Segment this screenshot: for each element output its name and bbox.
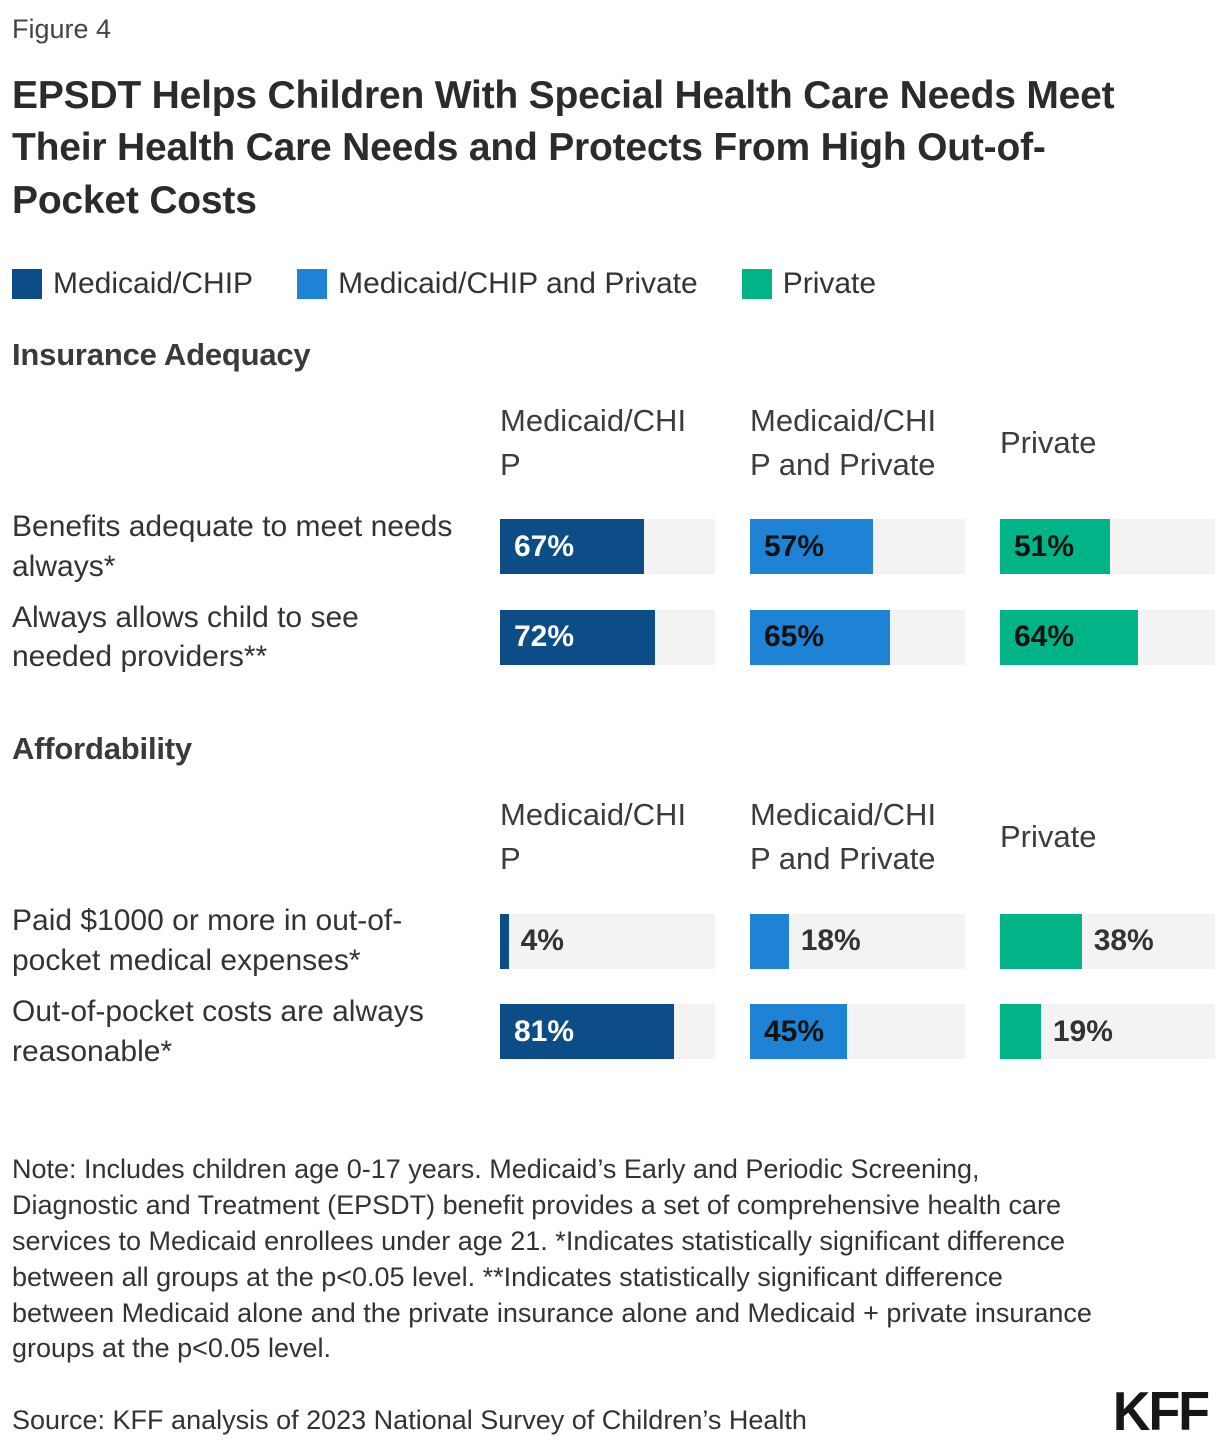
bar-track: 18% — [750, 913, 965, 969]
column-header-row: Medicaid/CHI P Medicaid/CHI P and Private Pr… — [12, 397, 1208, 489]
legend-item-1: Medicaid/CHIP — [12, 267, 253, 301]
bar-fill — [1000, 913, 1082, 969]
bar-track: 65% — [750, 609, 965, 665]
kff-logo: KFF — [1112, 1381, 1210, 1443]
section-heading: Insurance Adequacy — [12, 336, 311, 372]
bar-value-label: 38% — [1093, 924, 1154, 958]
bar-fill — [1000, 519, 1110, 575]
source-row: Source: KFF analysis of 2023 National Su… — [12, 1381, 1210, 1443]
bar-track: 51% — [1000, 519, 1215, 575]
bar-value-label: 57% — [764, 529, 825, 563]
bar-track: 81% — [500, 1004, 715, 1060]
bar-fill — [1000, 609, 1138, 665]
bar-track: 67% — [500, 519, 715, 575]
legend-label: Medicaid/CHIP — [53, 266, 254, 300]
column-header-line: P — [500, 841, 521, 877]
chart-body: Insurance Adequacy Medicaid/CHI P Medicaid/… — [12, 336, 1215, 1072]
legend-swatch — [12, 268, 42, 299]
section-heading: Affordability — [12, 731, 192, 767]
legend-label: Private — [782, 266, 877, 300]
bar-fill — [750, 913, 789, 969]
notes-block: Note: Includes children age 0-17 years. … — [12, 1152, 1210, 1443]
bar-fill — [1000, 1004, 1041, 1060]
column-header-line: Private — [1000, 424, 1097, 460]
section-insurance-adequacy: Insurance Adequacy Medicaid/CHI P Medicaid/… — [12, 336, 1215, 678]
row-label: Paid $1000 or more in out-of-pocket medi… — [12, 904, 403, 978]
column-header-line: Private — [1000, 819, 1097, 855]
bar-value-label: 51% — [1014, 529, 1075, 563]
bar-track: 45% — [750, 1004, 965, 1060]
row-label: Out-of-pocket costs are always reasonabl… — [12, 995, 424, 1068]
bar-track: 19% — [1000, 1004, 1215, 1060]
legend-item-2: Medicaid/CHIP and Private — [297, 267, 698, 301]
figure-label: Figure 4 — [12, 14, 112, 44]
legend: Medicaid/CHIP Medicaid/CHIP and Private Pr… — [12, 267, 1208, 301]
column-header-row: Medicaid/CHI P Medicaid/CHI P and Private Pr… — [12, 791, 1208, 883]
column-header-1: Medicaid/CHI P — [500, 397, 715, 489]
column-header-line: Medicaid/CHI — [750, 402, 937, 438]
section-affordability: Affordability Medicaid/CHI P Medicaid/CHI P … — [12, 731, 1215, 1072]
column-header-line: Medicaid/CHI — [750, 797, 937, 833]
bar-fill — [500, 519, 645, 575]
bar-value-label: 18% — [800, 924, 861, 958]
row-label: Benefits adequate to meet needs always* — [12, 509, 453, 583]
table-row: Benefits adequate to meet needs always* 6… — [12, 507, 1215, 587]
bar-track: 64% — [1000, 609, 1215, 665]
bar-fill — [750, 609, 890, 665]
bar-fill — [500, 1004, 675, 1060]
column-header-line: Medicaid/CHI — [500, 402, 687, 438]
bar-value-label: 4% — [520, 924, 564, 958]
bar-track: 38% — [1000, 913, 1215, 969]
bar-value-label: 65% — [764, 620, 825, 654]
legend-label: Medicaid/CHIP and Private — [338, 266, 698, 300]
bar-track: 72% — [500, 609, 715, 665]
note-text: Note: Includes children age 0-17 years. … — [12, 1153, 1092, 1364]
table-row: Always allows child to see needed provid… — [12, 598, 1215, 678]
bar-value-label: 72% — [514, 620, 575, 654]
column-header-line: P and Private — [750, 446, 936, 482]
chart-title: EPSDT Helps Children With Special Health… — [12, 74, 1115, 222]
column-header-line: Medicaid/CHI — [500, 797, 687, 833]
bar-value-label: 81% — [514, 1014, 575, 1048]
column-header-line: P — [500, 446, 521, 482]
bar-value-label: 64% — [1014, 620, 1075, 654]
column-header-1: Medicaid/CHI P — [500, 791, 715, 883]
column-header-2: Medicaid/CHI P and Private — [750, 791, 965, 883]
bar-track: 4% — [500, 913, 715, 969]
bar-fill — [500, 913, 509, 969]
bar-value-label: 45% — [764, 1014, 825, 1048]
bar-fill — [750, 1004, 847, 1060]
table-row: Out-of-pocket costs are always reasonabl… — [12, 992, 1215, 1072]
source-text: Source: KFF analysis of 2023 National Su… — [12, 1405, 807, 1436]
bar-fill — [750, 519, 873, 575]
legend-swatch — [741, 268, 772, 299]
column-header-3: Private — [1000, 397, 1215, 489]
table-row: Paid $1000 or more in out-of-pocket medi… — [12, 901, 1215, 981]
legend-item-3: Private — [741, 266, 877, 301]
legend-swatch — [297, 268, 328, 299]
bar-track: 57% — [750, 519, 965, 575]
bar-fill — [500, 609, 655, 665]
column-header-3: Private — [1000, 791, 1215, 883]
bar-value-label: 19% — [1052, 1014, 1113, 1048]
bar-value-label: 67% — [514, 529, 575, 563]
column-header-2: Medicaid/CHI P and Private — [750, 397, 965, 489]
row-label: Always allows child to see needed provid… — [12, 600, 359, 674]
column-header-line: P and Private — [750, 841, 936, 877]
